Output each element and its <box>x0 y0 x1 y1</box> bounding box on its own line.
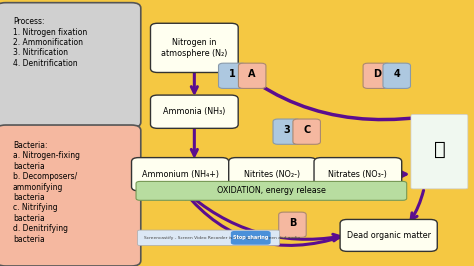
Text: Ammonium (NH₄+): Ammonium (NH₄+) <box>142 170 219 179</box>
FancyBboxPatch shape <box>314 157 401 191</box>
Text: D: D <box>373 69 381 80</box>
FancyBboxPatch shape <box>0 125 141 266</box>
FancyBboxPatch shape <box>219 63 246 88</box>
Text: C: C <box>303 125 310 135</box>
Text: Stop sharing: Stop sharing <box>233 235 268 240</box>
FancyBboxPatch shape <box>238 63 266 88</box>
Text: Ammonia (NH₃): Ammonia (NH₃) <box>163 107 226 116</box>
FancyBboxPatch shape <box>411 114 468 189</box>
Text: Bacteria:
a. Nitrogen-fixing
bacteria
b. Decomposers/
ammonifying
bacteria
c. Ni: Bacteria: a. Nitrogen-fixing bacteria b.… <box>13 141 80 244</box>
Text: B: B <box>289 218 296 228</box>
FancyBboxPatch shape <box>383 63 410 88</box>
FancyBboxPatch shape <box>363 63 391 88</box>
Text: Nitrites (NO₂-): Nitrites (NO₂-) <box>245 170 301 179</box>
Text: OXIDATION, energy release: OXIDATION, energy release <box>217 186 326 195</box>
FancyBboxPatch shape <box>273 119 301 144</box>
FancyBboxPatch shape <box>150 23 238 73</box>
Text: Dead organic matter: Dead organic matter <box>346 231 431 240</box>
Text: Nitrogen in
atmosphere (N₂): Nitrogen in atmosphere (N₂) <box>161 38 228 57</box>
Text: 4: 4 <box>393 69 400 80</box>
Text: Process:
1. Nitrogen fixation
2. Ammonification
3. Nitrification
4. Denitrificat: Process: 1. Nitrogen fixation 2. Ammonif… <box>13 17 87 68</box>
FancyBboxPatch shape <box>136 181 407 200</box>
Text: A: A <box>248 69 256 80</box>
Text: 3: 3 <box>283 125 290 135</box>
Text: Screencastify - Screen Video Recorder is sharing your screen and audio.: Screencastify - Screen Video Recorder is… <box>144 236 301 240</box>
FancyBboxPatch shape <box>0 3 141 128</box>
FancyBboxPatch shape <box>231 231 271 245</box>
FancyBboxPatch shape <box>150 95 238 128</box>
Text: 1: 1 <box>229 69 236 80</box>
FancyBboxPatch shape <box>279 212 306 238</box>
FancyBboxPatch shape <box>131 157 228 191</box>
Text: 🌿: 🌿 <box>434 139 445 159</box>
FancyBboxPatch shape <box>340 219 437 251</box>
Text: Nitrates (NO₃-): Nitrates (NO₃-) <box>328 170 387 179</box>
FancyBboxPatch shape <box>293 119 320 144</box>
FancyBboxPatch shape <box>137 230 280 246</box>
FancyBboxPatch shape <box>228 157 316 191</box>
